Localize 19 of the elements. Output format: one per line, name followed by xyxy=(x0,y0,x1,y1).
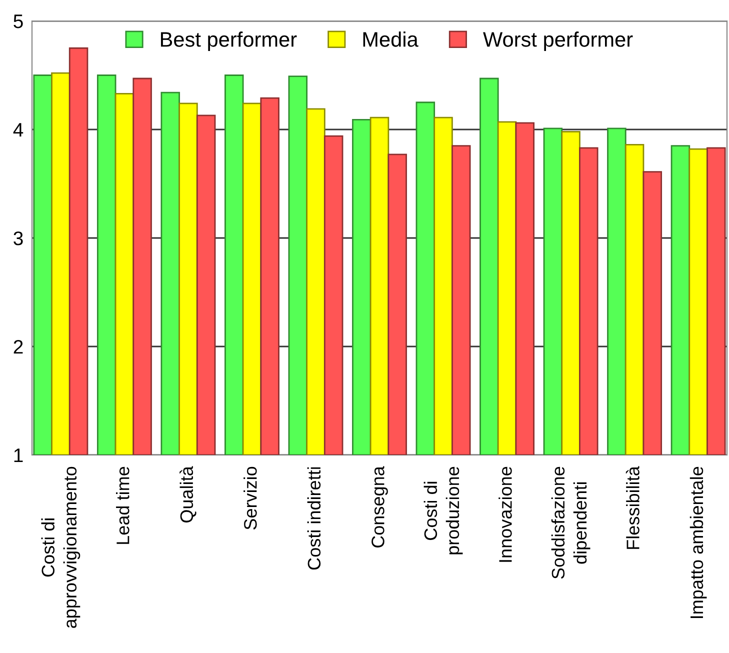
legend-label: Best performer xyxy=(160,32,297,51)
legend-label: Worst performer xyxy=(483,32,633,51)
x-tick-label: Impatto ambientale xyxy=(690,466,707,618)
x-tick-label: Lead time xyxy=(116,466,130,544)
x-tick-label: Costi di approvvigionamento xyxy=(41,466,80,628)
y-tick-label: 1 xyxy=(14,448,23,462)
y-tick-label: 5 xyxy=(14,14,23,28)
legend-label: Media xyxy=(363,32,418,47)
y-tick-label: 4 xyxy=(13,123,24,137)
x-tick-label: Costi di produzione xyxy=(424,466,463,554)
x-tick-label: Consegna xyxy=(372,466,388,548)
x-tick-label: Soddisfazione dipendenti xyxy=(551,466,590,579)
x-tick-label: Flessibilità xyxy=(626,466,640,549)
x-tick-label: Costi indiretti xyxy=(307,467,321,570)
y-tick-label: 2 xyxy=(14,340,23,354)
x-tick-label: Servizio xyxy=(244,466,257,530)
y-tick-label: 3 xyxy=(14,231,23,246)
x-tick-label: Innovazione xyxy=(498,466,512,562)
x-tick-label: Qualità xyxy=(180,466,196,522)
